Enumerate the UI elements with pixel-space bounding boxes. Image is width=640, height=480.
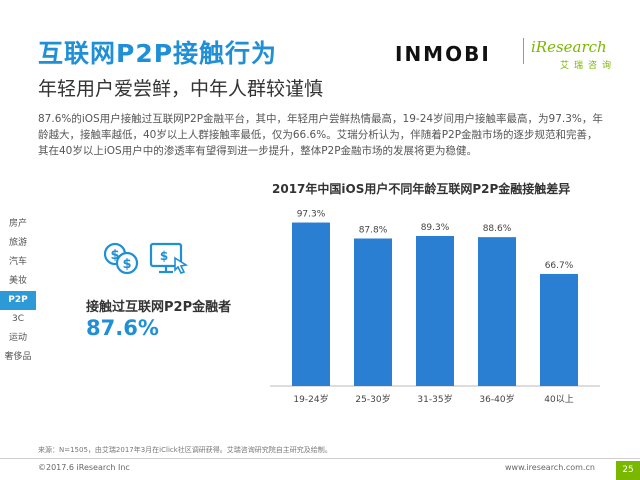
sidebar-item-label: 3C	[11, 314, 24, 324]
sidebar-item-label: 汽车	[8, 257, 27, 267]
bar-value-label: 88.6%	[483, 224, 512, 234]
x-tick-label: 31-35岁	[417, 393, 452, 405]
sidebar-item-real-estate[interactable]: 房产	[0, 215, 36, 234]
bar-value-label: 87.8%	[359, 225, 388, 235]
description-paragraph: 87.6%的iOS用户接触过互联网P2P金融平台，其中，年轻用户尝鲜热情最高，1…	[38, 113, 603, 157]
sidebar-item-travel[interactable]: 旅游	[0, 234, 36, 253]
sidebar-item-label: 美妆	[8, 276, 27, 286]
slide-subtitle: 年轻用户爱尝鲜，中年人群较谨慎	[38, 78, 324, 100]
kpi-label: 接触过互联网P2P金融者	[86, 300, 232, 315]
svg-text:$: $	[160, 249, 168, 263]
bar-4	[540, 273, 578, 386]
sidebar-item-p2p[interactable]: P2P	[0, 291, 36, 310]
x-tick-label: 36-40岁	[479, 393, 514, 405]
category-sidebar: 房产 旅游 汽车 美妆 P2P 3C 运动 奢侈品	[0, 215, 36, 367]
svg-text:$: $	[122, 257, 131, 272]
sidebar-item-label: 旅游	[8, 238, 27, 248]
bar-chart: 97.3% 19-24岁 87.8% 25-30岁 89.3% 31-35岁 88.6% 36…	[270, 210, 600, 405]
kpi-value: 87.6%	[86, 316, 159, 340]
website-link[interactable]: www.iresearch.com.cn	[505, 463, 595, 472]
sidebar-item-sports[interactable]: 运动	[0, 329, 36, 348]
x-tick-label: 40以上	[544, 394, 573, 405]
x-tick-label: 25-30岁	[355, 393, 390, 405]
logo-divider	[523, 38, 524, 64]
iresearch-logo: iResearch	[531, 38, 607, 56]
bar-3	[478, 237, 516, 386]
sidebar-item-auto[interactable]: 汽车	[0, 253, 36, 272]
bar-0	[292, 222, 330, 386]
svg-text:$: $	[110, 248, 119, 263]
slide-title: 互联网P2P接触行为	[38, 39, 278, 68]
sidebar-item-label: 奢侈品	[4, 352, 32, 362]
page-number: 25	[616, 461, 640, 480]
sidebar-item-label: 房产	[8, 219, 27, 229]
footer-divider	[0, 458, 640, 459]
bar-1	[354, 238, 392, 386]
coins-icon: $ $	[103, 242, 139, 275]
bar-value-label: 66.7%	[545, 261, 574, 271]
inmobi-logo: INMOBI	[395, 42, 491, 66]
sidebar-item-label: 运动	[8, 333, 27, 343]
sidebar-item-luxury[interactable]: 奢侈品	[0, 348, 36, 367]
bar-value-label: 89.3%	[421, 223, 450, 233]
chart-title: 2017年中国iOS用户不同年龄互联网P2P金融接触差异	[272, 182, 571, 196]
sidebar-item-3c[interactable]: 3C	[0, 310, 36, 329]
monitor-cursor-icon: $	[149, 242, 189, 274]
iresearch-logo-subtitle: 艾瑞咨询	[560, 61, 617, 71]
copyright: ©2017.6 iResearch Inc	[38, 463, 130, 472]
bar-2	[416, 235, 454, 386]
sidebar-item-label: P2P	[8, 295, 28, 305]
sidebar-item-beauty[interactable]: 美妆	[0, 272, 36, 291]
source-note: 来源：N=1505，由艾瑞2017年3月在iClick社区调研获得。艾瑞咨询研究…	[38, 446, 332, 454]
x-tick-label: 19-24岁	[293, 393, 328, 405]
bar-value-label: 97.3%	[297, 210, 326, 220]
